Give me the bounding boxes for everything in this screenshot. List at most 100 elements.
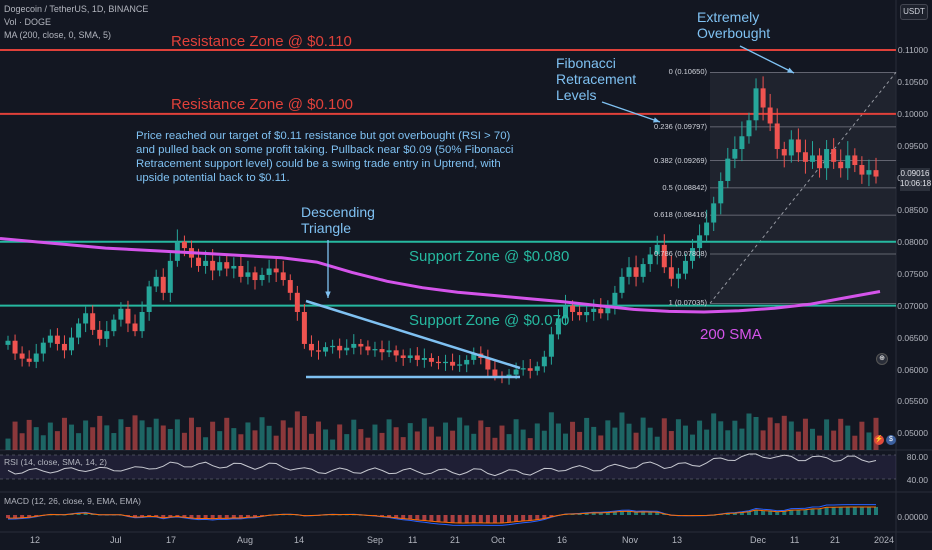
volume-bar xyxy=(562,433,568,450)
macd-histogram-bar xyxy=(746,511,751,515)
macd-histogram-bar xyxy=(69,514,74,515)
candle-body xyxy=(104,331,110,339)
volume-bar xyxy=(668,431,674,450)
candle-body xyxy=(428,357,434,362)
candle-body xyxy=(548,334,554,357)
candle-body xyxy=(873,170,879,177)
macd-histogram-bar xyxy=(125,515,130,517)
sma-label: 200 SMA xyxy=(700,326,762,343)
ma-info[interactable]: MA (200, close, 0, SMA, 5) xyxy=(4,30,112,40)
macd-histogram-bar xyxy=(641,511,646,515)
analysis-text: Price reached our target of $0.11 resist… xyxy=(136,130,514,184)
macd-histogram-bar xyxy=(796,510,801,515)
volume-bar xyxy=(428,426,434,450)
macd-histogram-bar xyxy=(549,515,554,517)
macd-histogram-bar xyxy=(789,510,794,515)
volume-bar xyxy=(471,433,477,450)
candle-body xyxy=(450,361,456,366)
volume-bar xyxy=(513,419,519,450)
volume-bar xyxy=(499,425,505,450)
volume-bar xyxy=(873,417,879,450)
symbol-info[interactable]: Dogecoin / TetherUS, 1D, BINANCE xyxy=(4,4,149,14)
candle-body xyxy=(767,107,773,124)
currency-icon[interactable]: $ xyxy=(886,435,896,445)
macd-histogram-bar xyxy=(217,515,222,519)
candle-body xyxy=(365,346,371,351)
volume-bar xyxy=(626,423,632,450)
volume-bar xyxy=(181,432,187,450)
macd-histogram-bar xyxy=(619,511,624,515)
macd-histogram-bar xyxy=(238,515,243,518)
macd-histogram-bar xyxy=(591,512,596,515)
candle-body xyxy=(273,268,279,273)
candle-body xyxy=(725,158,731,181)
volume-bar xyxy=(443,422,449,450)
candle-body xyxy=(323,347,329,352)
volume-bar xyxy=(718,421,724,450)
volume-bar xyxy=(210,421,216,450)
macd-histogram-bar xyxy=(535,515,540,520)
macd-histogram-bar xyxy=(83,512,88,515)
last-price-tag: 0.09016 10:06:18 xyxy=(900,168,931,191)
volume-bar xyxy=(372,424,378,450)
candle-body xyxy=(203,260,209,266)
alert-icon[interactable]: ⚡ xyxy=(874,435,884,445)
volume-bar xyxy=(358,429,364,450)
macd-histogram-bar xyxy=(754,510,759,515)
candle-body xyxy=(316,350,322,352)
candle-body xyxy=(520,368,526,370)
volume-bar xyxy=(527,438,533,450)
x-tick-label: 14 xyxy=(294,535,305,545)
candle-body xyxy=(746,120,752,137)
candle-body xyxy=(661,244,667,268)
x-tick-label: Oct xyxy=(491,535,506,545)
candle-body xyxy=(210,260,216,271)
y-tick-label: 0.11000 xyxy=(897,45,928,55)
candle-body xyxy=(337,345,343,351)
fib-arrow xyxy=(601,101,661,123)
resistance-label-110: Resistance Zone @ $0.110 xyxy=(171,33,352,50)
candle-body xyxy=(845,155,851,169)
x-tick-label: 21 xyxy=(830,535,841,545)
currency-button[interactable]: USDT xyxy=(900,4,928,20)
macd-signal-line xyxy=(8,506,876,524)
candle-body xyxy=(238,265,244,277)
snapshot-icon[interactable]: ⊕ xyxy=(876,353,888,365)
macd-histogram-bar xyxy=(394,515,399,518)
candle-body xyxy=(831,149,837,162)
volume-bar xyxy=(259,417,265,450)
volume-bar xyxy=(711,413,717,450)
volume-bar xyxy=(852,435,858,450)
volume-bar xyxy=(61,417,67,450)
candle-body xyxy=(640,264,646,277)
candle-body xyxy=(33,353,39,362)
macd-histogram-bar xyxy=(161,515,166,518)
macd-histogram-bar xyxy=(803,509,808,515)
candle-body xyxy=(26,358,32,362)
macd-histogram-bar xyxy=(528,515,533,521)
macd-histogram-bar xyxy=(182,515,187,518)
candle-body xyxy=(358,343,364,347)
volume-bar xyxy=(273,435,279,450)
candle-body xyxy=(231,265,237,269)
volume-bar xyxy=(450,430,456,450)
candle-body xyxy=(125,308,131,324)
volume-bar xyxy=(188,417,194,450)
resistance-label-100: Resistance Zone @ $0.100 xyxy=(171,96,353,113)
volume-bar xyxy=(330,439,336,450)
volume-info[interactable]: Vol · DOGE xyxy=(4,17,52,27)
candle-body xyxy=(393,350,399,356)
volume-bar xyxy=(47,422,53,450)
volume-bar xyxy=(619,412,625,450)
candle-body xyxy=(492,369,498,376)
x-tick-label: Sep xyxy=(367,535,384,545)
overbought-arrow xyxy=(739,45,795,74)
volume-bar xyxy=(781,415,787,450)
rsi-label[interactable]: RSI (14, close, SMA, 14, 2) xyxy=(4,457,107,467)
volume-bar xyxy=(809,428,815,450)
macd-histogram-bar xyxy=(401,515,406,519)
candle-body xyxy=(711,203,717,223)
macd-label[interactable]: MACD (12, 26, close, 9, EMA, EMA) xyxy=(4,496,141,506)
candle-body xyxy=(866,170,872,175)
